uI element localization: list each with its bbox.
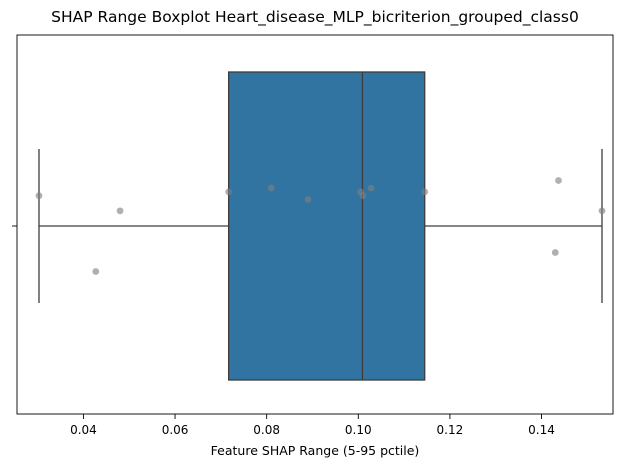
box-layer: [38, 71, 603, 381]
x-axis-label: Feature SHAP Range (5-95 pctile): [210, 443, 420, 458]
data-point: [116, 207, 124, 215]
data-point: [551, 249, 559, 256]
data-point: [267, 184, 275, 192]
points-layer: [35, 177, 606, 275]
box-iqr: [227, 71, 426, 381]
data-point: [359, 192, 367, 200]
data-point: [35, 192, 43, 200]
axes-layer: 0.04 0.06 0.08 0.10 0.12 0.14: [12, 34, 614, 437]
data-point: [304, 196, 312, 203]
x-tick-label: 0.08: [253, 423, 280, 437]
x-tick-label: 0.06: [162, 423, 189, 437]
x-tick-label: 0.12: [437, 423, 464, 437]
chart-title: SHAP Range Boxplot Heart_disease_MLP_bic…: [51, 8, 579, 26]
x-tick-label: 0.10: [345, 423, 372, 437]
data-point: [421, 188, 429, 196]
data-point: [225, 188, 233, 196]
x-tick-label: 0.04: [70, 423, 97, 437]
data-point: [367, 184, 375, 192]
x-tick-label: 0.14: [528, 423, 555, 437]
data-point: [92, 268, 100, 275]
axes-frame: [16, 34, 614, 415]
data-point: [555, 177, 562, 184]
data-point: [598, 207, 606, 215]
